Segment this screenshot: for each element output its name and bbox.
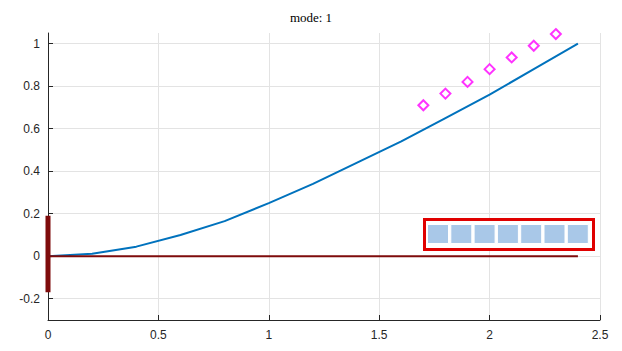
svg-text:0: 0 [45, 328, 52, 342]
svg-text:0.2: 0.2 [23, 207, 40, 221]
svg-text:mode: 1: mode: 1 [290, 10, 332, 25]
svg-text:0: 0 [33, 249, 40, 263]
svg-text:2.5: 2.5 [592, 328, 609, 342]
svg-text:1: 1 [265, 328, 272, 342]
svg-text:0.5: 0.5 [150, 328, 167, 342]
svg-text:0.4: 0.4 [23, 164, 40, 178]
svg-text:0.6: 0.6 [23, 122, 40, 136]
svg-text:1: 1 [33, 37, 40, 51]
svg-text:-0.2: -0.2 [19, 292, 40, 306]
svg-text:2: 2 [486, 328, 493, 342]
svg-text:1.5: 1.5 [371, 328, 388, 342]
svg-text:0.8: 0.8 [23, 79, 40, 93]
